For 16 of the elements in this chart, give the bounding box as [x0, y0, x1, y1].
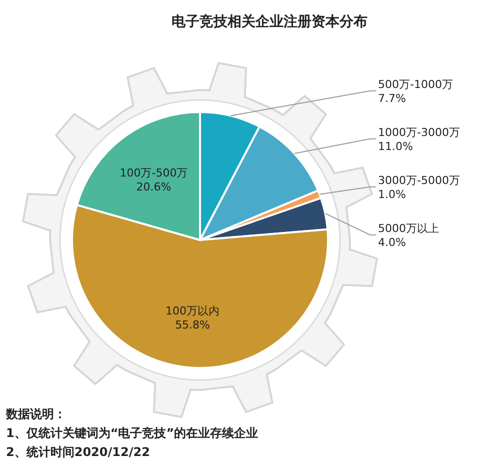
- data-label: 20.6%: [136, 180, 172, 194]
- slice-label: 1000万-3000万: [378, 126, 460, 139]
- data-label: 11.0%: [378, 140, 413, 153]
- data-label: 4.0%: [378, 236, 406, 249]
- slice-label: 500万-1000万: [378, 78, 453, 91]
- slice-label: 3000万-5000万: [378, 174, 460, 187]
- text: 1、仅统计关键词为“电子竞技”的在业存续企业: [6, 426, 258, 440]
- data-label: 1.0%: [378, 188, 406, 201]
- data-label: 55.8%: [175, 318, 210, 332]
- slice-label: 100万-500万: [120, 166, 188, 180]
- chart-title: 电子竞技相关企业注册资本分布: [172, 13, 368, 30]
- text: 数据说明：: [5, 407, 66, 421]
- text: 2、统计时间2020/12/22: [6, 445, 150, 459]
- slice-label: 100万以内: [166, 304, 220, 318]
- slice-label: 5000万以上: [378, 222, 439, 235]
- data-label: 7.7%: [378, 92, 406, 105]
